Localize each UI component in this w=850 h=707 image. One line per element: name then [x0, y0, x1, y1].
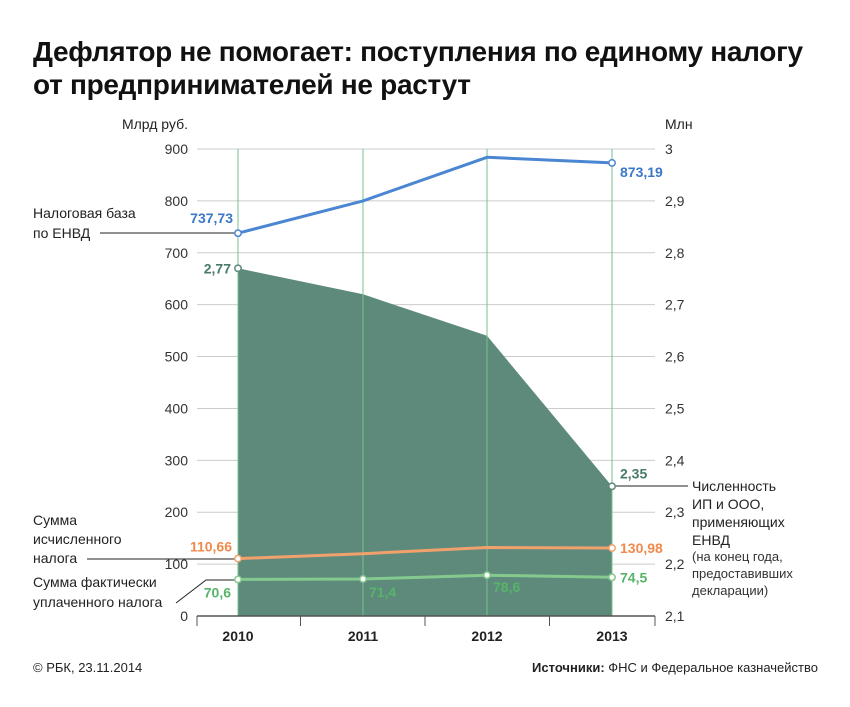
y-right-tick-label: 2,5: [665, 400, 685, 416]
paid-tax-data-label: 74,5: [620, 569, 647, 585]
paid-tax-point-marker: [234, 575, 242, 584]
y-left-tick-label: 400: [165, 400, 189, 416]
tax-base-data-label: 873,19: [620, 164, 663, 180]
y-right-tick-label: 2,6: [665, 349, 685, 365]
vertical-gridlines: [237, 149, 613, 616]
series-label-tax-base: Налоговая база по ЕНВД: [33, 205, 136, 241]
paid-tax-point-marker: [483, 571, 491, 580]
y-left-tick-label: 100: [165, 556, 189, 572]
series-lines: [236, 155, 614, 581]
y-right-axis-title: Млн: [665, 116, 693, 132]
tax-base-line: [236, 155, 614, 235]
y-right-tick-label: 2,1: [665, 608, 685, 624]
tax-base-data-label: 737,73: [190, 210, 233, 226]
y-left-tick-label: 800: [165, 193, 189, 209]
y-right-tick-label: 2,4: [665, 452, 685, 468]
y-right-tick-label: 3: [665, 141, 673, 157]
tax-base-point-marker: [234, 229, 242, 238]
paid-tax-point-marker: [608, 573, 616, 582]
x-tick-label: 2013: [596, 628, 627, 644]
y-right-tick-label: 2,2: [665, 556, 685, 572]
entrepreneurs-count-point-marker: [608, 482, 616, 491]
data-labels: 737,73 873,19 2,77 2,35 110,66 130,98 70,6 71,4…: [190, 164, 663, 601]
axes: Млрд руб. Млн 0 100 200 300 400 500 600 700 800 9…: [122, 116, 693, 644]
assessed-tax-point-marker: [234, 554, 242, 563]
series-note-entrepreneurs-count: (на конец года, предоставивших деклараци…: [692, 549, 793, 598]
y-left-tick-label: 0: [180, 608, 188, 624]
assessed-tax-line: [236, 546, 614, 561]
y-left-tick-label: 200: [165, 504, 189, 520]
y-right-tick-label: 2,9: [665, 193, 685, 209]
y-left-axis-title: Млрд руб.: [122, 116, 188, 132]
y-left-tick-label: 300: [165, 452, 189, 468]
y-right-tick-label: 2,3: [665, 504, 685, 520]
series-label-assessed-tax: Сумма исчисленного налога: [33, 512, 122, 566]
entrepreneurs-count-data-label: 2,35: [620, 465, 647, 481]
tax-base-point-marker: [608, 158, 616, 167]
series-label-paid-tax: Сумма фактически уплаченного налога: [33, 574, 163, 610]
chart-title: Дефлятор не помогает: поступления по еди…: [33, 36, 803, 100]
assessed-tax-data-label: 130,98: [620, 540, 663, 556]
series-markers: [234, 158, 616, 584]
x-tick-label: 2011: [348, 628, 379, 644]
sources: Источники: ФНС и Федеральное казначейств…: [532, 660, 818, 676]
assessed-tax-point-marker: [608, 544, 616, 552]
y-left-tick-label: 700: [165, 245, 189, 261]
paid-tax-data-label: 70,6: [204, 584, 231, 600]
copyright: © РБК, 23.11.2014: [33, 660, 143, 675]
leader-lines: [87, 232, 688, 604]
y-left-tick-label: 600: [165, 297, 189, 313]
entrepreneurs-count-area: [238, 268, 612, 616]
assessed-tax-data-label: 110,66: [190, 539, 232, 555]
leader-line-paid-tax: [175, 579, 235, 604]
y-right-tick-label: 2,8: [665, 245, 685, 261]
x-tick-label: 2012: [471, 628, 502, 644]
entrepreneurs-count-data-label: 2,77: [204, 260, 231, 276]
y-left-tick-label: 500: [165, 349, 189, 365]
x-tick-label: 2010: [222, 628, 253, 644]
sources-label: Источники:: [532, 660, 605, 675]
paid-tax-point-marker: [359, 575, 367, 583]
paid-tax-line: [236, 573, 614, 581]
paid-tax-data-label: 71,4: [369, 584, 396, 600]
paid-tax-data-label: 78,6: [493, 579, 520, 595]
y-right-tick-label: 2,7: [665, 297, 685, 313]
sources-text: ФНС и Федеральное казначейство: [608, 660, 818, 675]
series-label-entrepreneurs-count: Численность ИП и ООО, применяющих ЕНВД: [692, 478, 785, 548]
y-left-tick-label: 900: [165, 141, 189, 157]
entrepreneurs-count-point-marker: [234, 264, 242, 273]
area-layer: [238, 268, 612, 616]
